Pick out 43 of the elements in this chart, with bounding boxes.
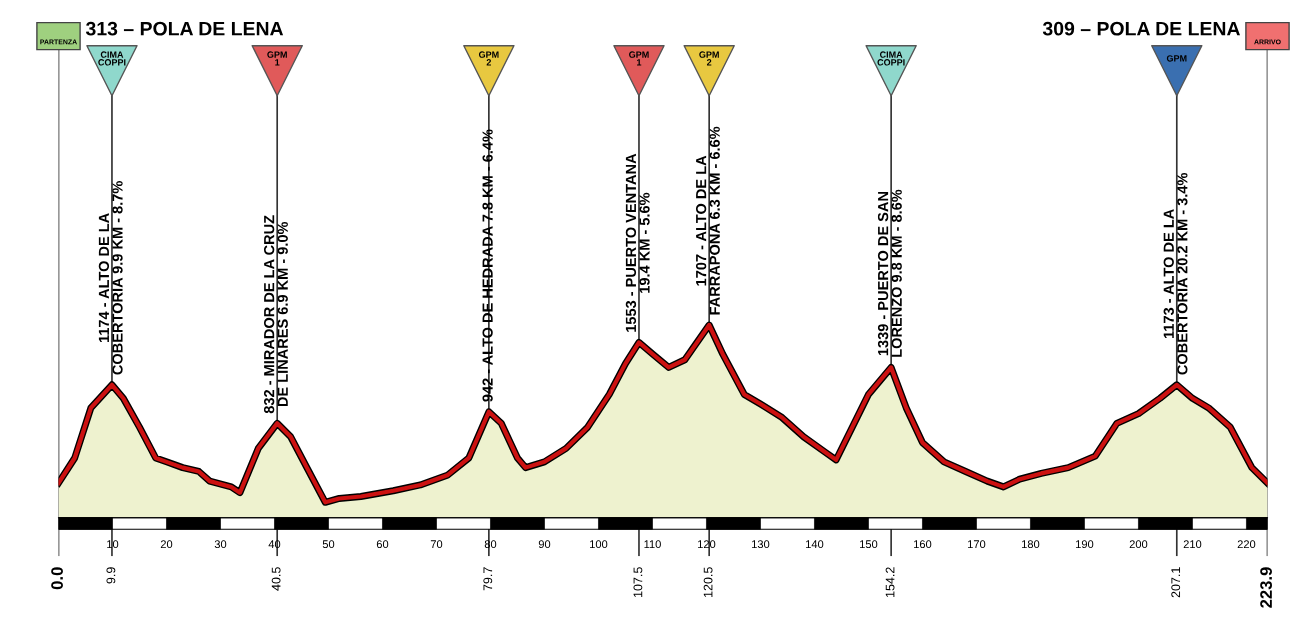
- text: CIMA COPPI: [98, 51, 126, 66]
- x-tick-label: 200: [1129, 540, 1148, 549]
- x-tick-label: 170: [968, 540, 986, 549]
- x-tick-label: 60: [376, 540, 389, 549]
- x-tick-label: 110: [644, 540, 661, 549]
- x2-tick-label: 79.7: [483, 567, 493, 591]
- annotation: 1174 - ALTO DE LA COBERTORIA 9.9 KM - 8.7%: [98, 181, 123, 375]
- annotation: 832 - MIRADOR DE LA CRUZ DE LINARES 6.9 KM - 9.0%: [263, 215, 288, 414]
- text: GPM 1: [629, 51, 649, 66]
- x-tick-label: 220: [1237, 540, 1256, 549]
- x-tick-label: 160: [914, 540, 932, 549]
- x-tick-label: 90: [538, 540, 551, 549]
- text: GPM 2: [699, 51, 719, 66]
- x2-tick-label: 9.9: [106, 567, 116, 584]
- x-tick-label: 30: [214, 540, 227, 549]
- x-tick-label: 140: [806, 540, 824, 549]
- x-tick-label: 100: [590, 540, 608, 549]
- text: 309 – POLA DE LENA: [1042, 21, 1240, 36]
- text: GPM 1: [267, 51, 287, 66]
- x2-tick-label: 120.5: [703, 567, 713, 597]
- x2-tick-label: 40.5: [271, 567, 281, 591]
- x-tick-label: 180: [1022, 540, 1040, 549]
- x-tick-label: 70: [430, 540, 443, 549]
- x2-tick-label: 154.2: [885, 567, 895, 597]
- annotation: 1173 - ALTO DE LA COBERTORIA 20.2 KM - 3.4%: [1163, 172, 1188, 375]
- annotation: 1707 - ALTO DE LA FARRAPONA 6.3 KM - 6.6%: [695, 126, 720, 315]
- x2-tick-label: 107.5: [633, 567, 643, 597]
- text: CIMA COPPI: [877, 51, 905, 66]
- text: 313 – POLA DE LENA: [85, 21, 284, 36]
- annotation: 1553 - PUERTO VENTANA 19.4 KM - 5.6%: [625, 153, 650, 332]
- x2-tick-label: 223.9: [1260, 567, 1272, 608]
- x2-tick-label: 207.1: [1171, 567, 1181, 598]
- x-tick-label: 130: [752, 540, 770, 549]
- x-tick-label: 210: [1183, 540, 1202, 549]
- x2-tick-label: 0.0: [51, 567, 63, 590]
- x-tick-label: 150: [860, 540, 878, 549]
- x-tick-label: 50: [322, 540, 335, 549]
- x-tick-label: 190: [1076, 540, 1094, 549]
- x-tick-label: 20: [160, 540, 173, 549]
- annotation: 1339 - PUERTO DE SAN LORENZO 9.8 KM - 8.6%: [877, 189, 902, 357]
- annotation: 942 - ALTO DE HEDRADA 7.8 KM - 6.4%: [482, 129, 493, 402]
- text: GPM: [1166, 55, 1187, 62]
- text: GPM 2: [478, 51, 499, 66]
